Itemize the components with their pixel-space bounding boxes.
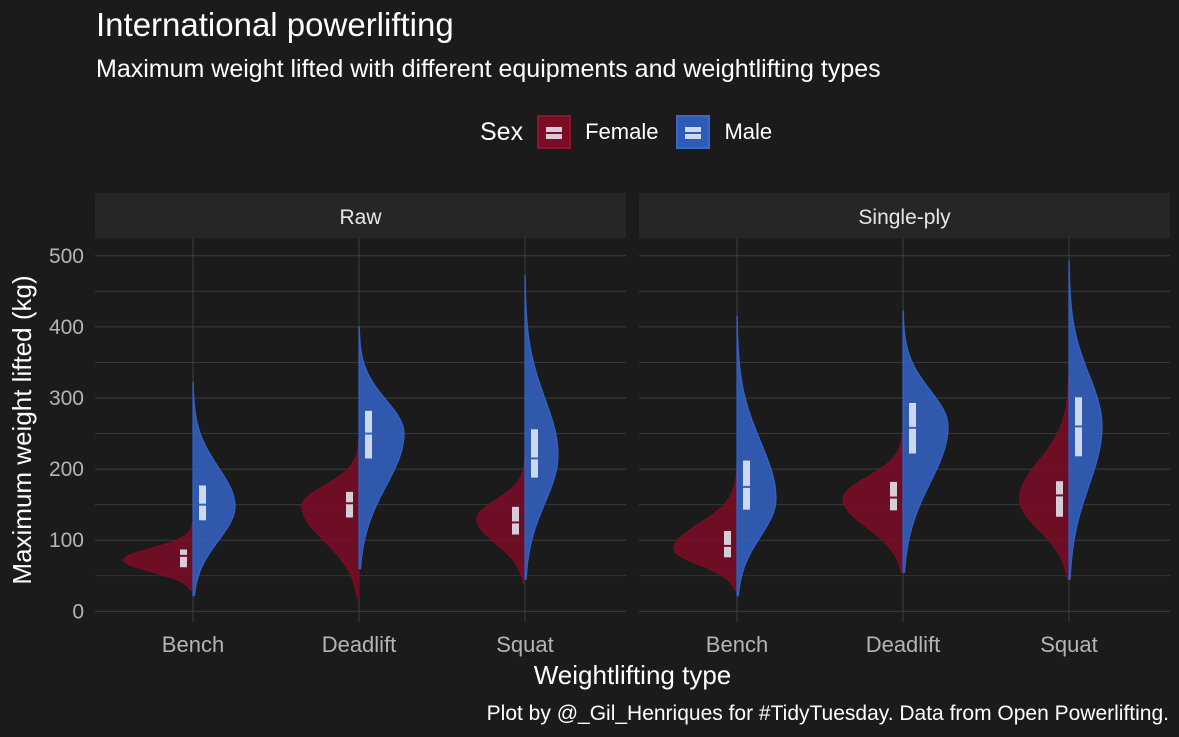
y-tick-label: 100 [49, 529, 84, 552]
y-tick-label: 300 [49, 387, 84, 410]
box-male-bench [199, 485, 206, 521]
chart-subtitle: Maximum weight lifted with different equ… [96, 55, 881, 83]
violin-male-deadlift [358, 326, 405, 570]
x-tick-label: Deadlift [322, 632, 397, 657]
x-tick-label: Squat [496, 632, 554, 657]
box-female-bench [724, 530, 731, 558]
legend-key-male [676, 115, 711, 149]
legend: Sex Female Male [480, 112, 790, 152]
violin-male-bench [192, 381, 236, 597]
violin-male-deadlift [902, 310, 949, 573]
violin-male-squat [524, 275, 559, 580]
violin-female-deadlift [301, 439, 360, 598]
violin-female-squat [1018, 375, 1070, 580]
y-tick-label: 500 [49, 245, 84, 268]
violin-female-bench [673, 468, 738, 591]
violin-female-squat [476, 457, 526, 584]
x-axis-title: Weightlifting type [534, 660, 732, 690]
box-female-squat [1056, 481, 1063, 517]
chart-title: International powerlifting [96, 6, 454, 43]
y-tick-label: 0 [72, 600, 84, 623]
facet-label: Raw [339, 206, 382, 229]
caption: Plot by @_Gil_Henriques for #TidyTuesday… [486, 702, 1169, 725]
box-male-squat [531, 429, 538, 478]
box-female-deadlift [346, 491, 353, 518]
box-female-bench [180, 549, 187, 568]
facet-strip-single-ply [639, 193, 1170, 238]
box-female-deadlift [890, 481, 897, 511]
box-male-bench [743, 460, 750, 510]
x-tick-label: Squat [1040, 632, 1098, 657]
y-tick-label: 200 [49, 458, 84, 481]
legend-label-male: Male [724, 119, 773, 144]
facet-label: Single-ply [858, 206, 951, 229]
x-tick-label: Bench [162, 632, 224, 657]
violin-female-deadlift [842, 429, 904, 573]
facet-strip-raw [95, 193, 626, 238]
violin-male-bench [736, 315, 777, 597]
x-tick-label: Bench [706, 632, 768, 657]
legend-label-female: Female [585, 119, 659, 144]
violin-male-squat [1068, 260, 1103, 580]
x-tick-label: Deadlift [866, 632, 941, 657]
legend-key-female [537, 115, 572, 149]
violin-female-bench [123, 521, 194, 591]
legend-title: Sex [480, 117, 524, 146]
box-male-deadlift [365, 410, 372, 459]
box-female-squat [512, 506, 519, 535]
y-tick-label: 400 [49, 316, 84, 339]
y-axis-title: Maximum weight lifted (kg) [7, 275, 37, 584]
